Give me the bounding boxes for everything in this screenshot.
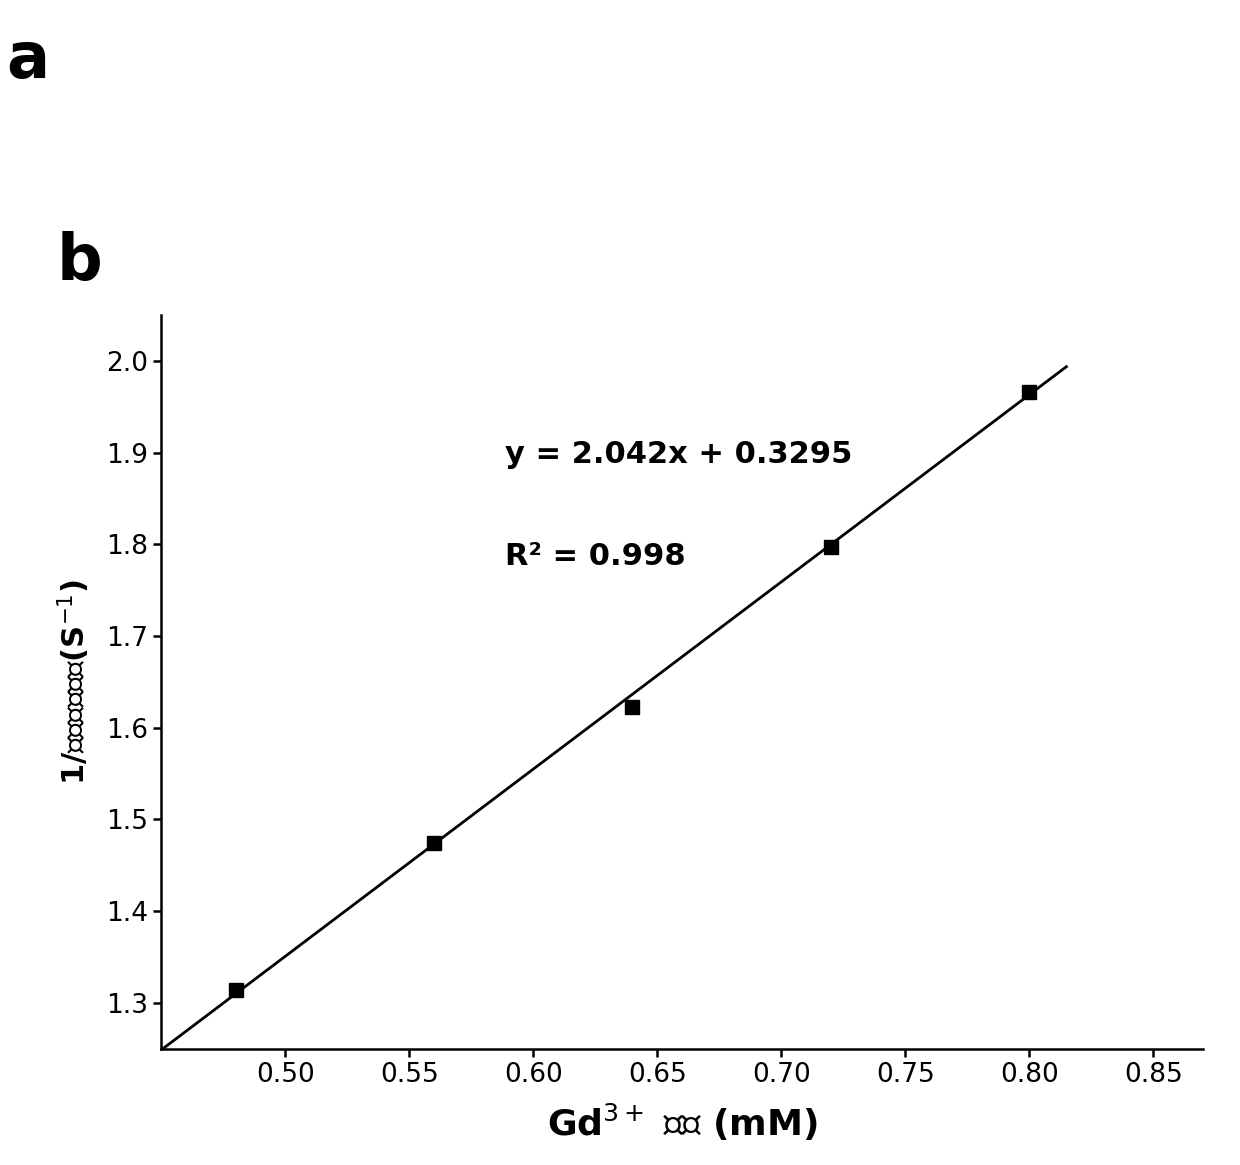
Text: b: b bbox=[57, 231, 103, 294]
Text: y = 2.042x + 0.3295: y = 2.042x + 0.3295 bbox=[505, 439, 852, 468]
Y-axis label: 1/纵向弛豫时间(S$^{-1}$): 1/纵向弛豫时间(S$^{-1}$) bbox=[56, 579, 92, 785]
Text: R² = 0.998: R² = 0.998 bbox=[505, 543, 686, 572]
X-axis label: Gd$^{3+}$ 浓度 (mM): Gd$^{3+}$ 浓度 (mM) bbox=[547, 1102, 817, 1143]
Text: Gd    0.8  0.72  0.68  0.56  0.48: Gd 0.8 0.72 0.68 0.56 0.48 bbox=[203, 80, 926, 123]
Text: (mM): (mM) bbox=[203, 185, 326, 227]
Text: a: a bbox=[6, 29, 50, 91]
